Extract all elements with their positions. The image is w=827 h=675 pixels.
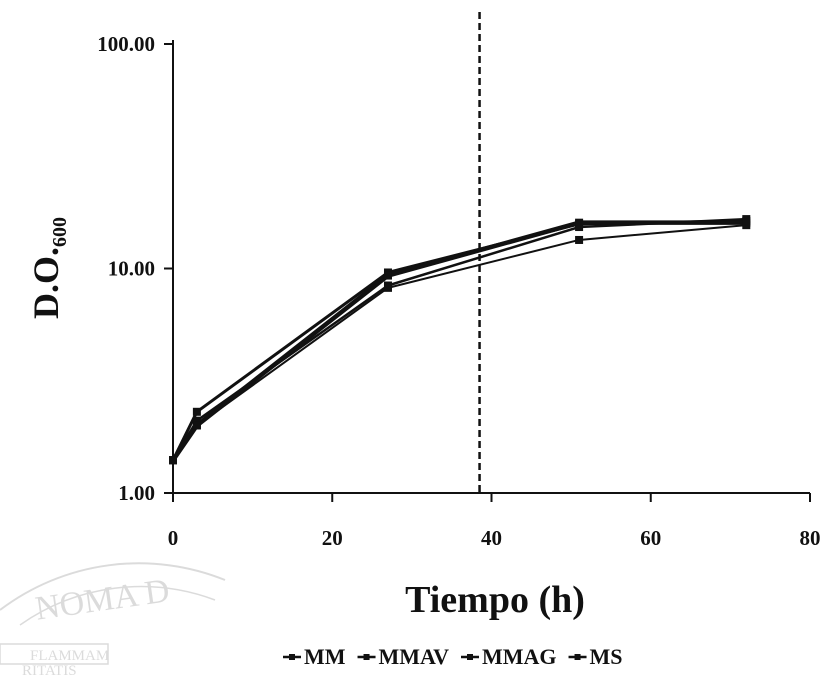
legend-item-mmav: MMAV bbox=[357, 644, 450, 669]
data-point bbox=[575, 235, 584, 244]
x-tick-label: 60 bbox=[640, 526, 661, 550]
y-axis-ticks: 1.00 10.00 100.00 bbox=[97, 32, 173, 505]
legend-marker bbox=[363, 654, 370, 660]
data-point bbox=[383, 271, 392, 280]
x-axis-ticks: 0 20 40 60 80 bbox=[168, 493, 821, 550]
y-tick-label: 10.00 bbox=[108, 257, 155, 281]
legend-label: MS bbox=[590, 644, 623, 669]
data-point bbox=[383, 283, 392, 292]
x-tick-label: 80 bbox=[800, 526, 821, 550]
legend-item-ms: MS bbox=[568, 644, 623, 669]
y-axis-title-subscript: 600 bbox=[49, 217, 71, 247]
data-point bbox=[192, 421, 201, 430]
x-tick-label: 20 bbox=[322, 526, 343, 550]
y-tick-label: 1.00 bbox=[118, 481, 155, 505]
seal-watermark: NOMA D FLAMMAM RITATIS bbox=[0, 562, 226, 675]
legend-marker bbox=[467, 654, 473, 660]
x-tick-label: 40 bbox=[481, 526, 502, 550]
y-tick-label: 100.00 bbox=[97, 32, 155, 56]
y-axis-title: D.O.600 bbox=[26, 217, 71, 319]
series-line-ms bbox=[171, 220, 747, 462]
data-point bbox=[742, 218, 751, 227]
legend-label: MM bbox=[304, 644, 346, 669]
x-axis-title: Tiempo (h) bbox=[405, 579, 585, 621]
data-point bbox=[192, 407, 201, 416]
legend: MM MMAV MMAG MS bbox=[283, 644, 623, 669]
legend-label: MMAG bbox=[482, 644, 557, 669]
data-point bbox=[575, 218, 584, 227]
data-point bbox=[169, 456, 177, 465]
legend-marker bbox=[574, 654, 581, 660]
series-lines bbox=[169, 215, 751, 465]
legend-marker bbox=[289, 654, 295, 660]
legend-item-mm: MM bbox=[283, 644, 346, 669]
watermark-line-1: FLAMMAM bbox=[30, 648, 109, 664]
y-axis-title-main: D.O. bbox=[26, 247, 66, 319]
watermark-line-2: RITATIS bbox=[22, 663, 77, 675]
legend-item-mmag: MMAG bbox=[461, 644, 557, 669]
data-point bbox=[575, 223, 584, 232]
legend-label: MMAV bbox=[379, 644, 450, 669]
x-tick-label: 0 bbox=[168, 526, 179, 550]
series-line-mmag bbox=[172, 224, 747, 461]
data-point bbox=[192, 416, 201, 425]
